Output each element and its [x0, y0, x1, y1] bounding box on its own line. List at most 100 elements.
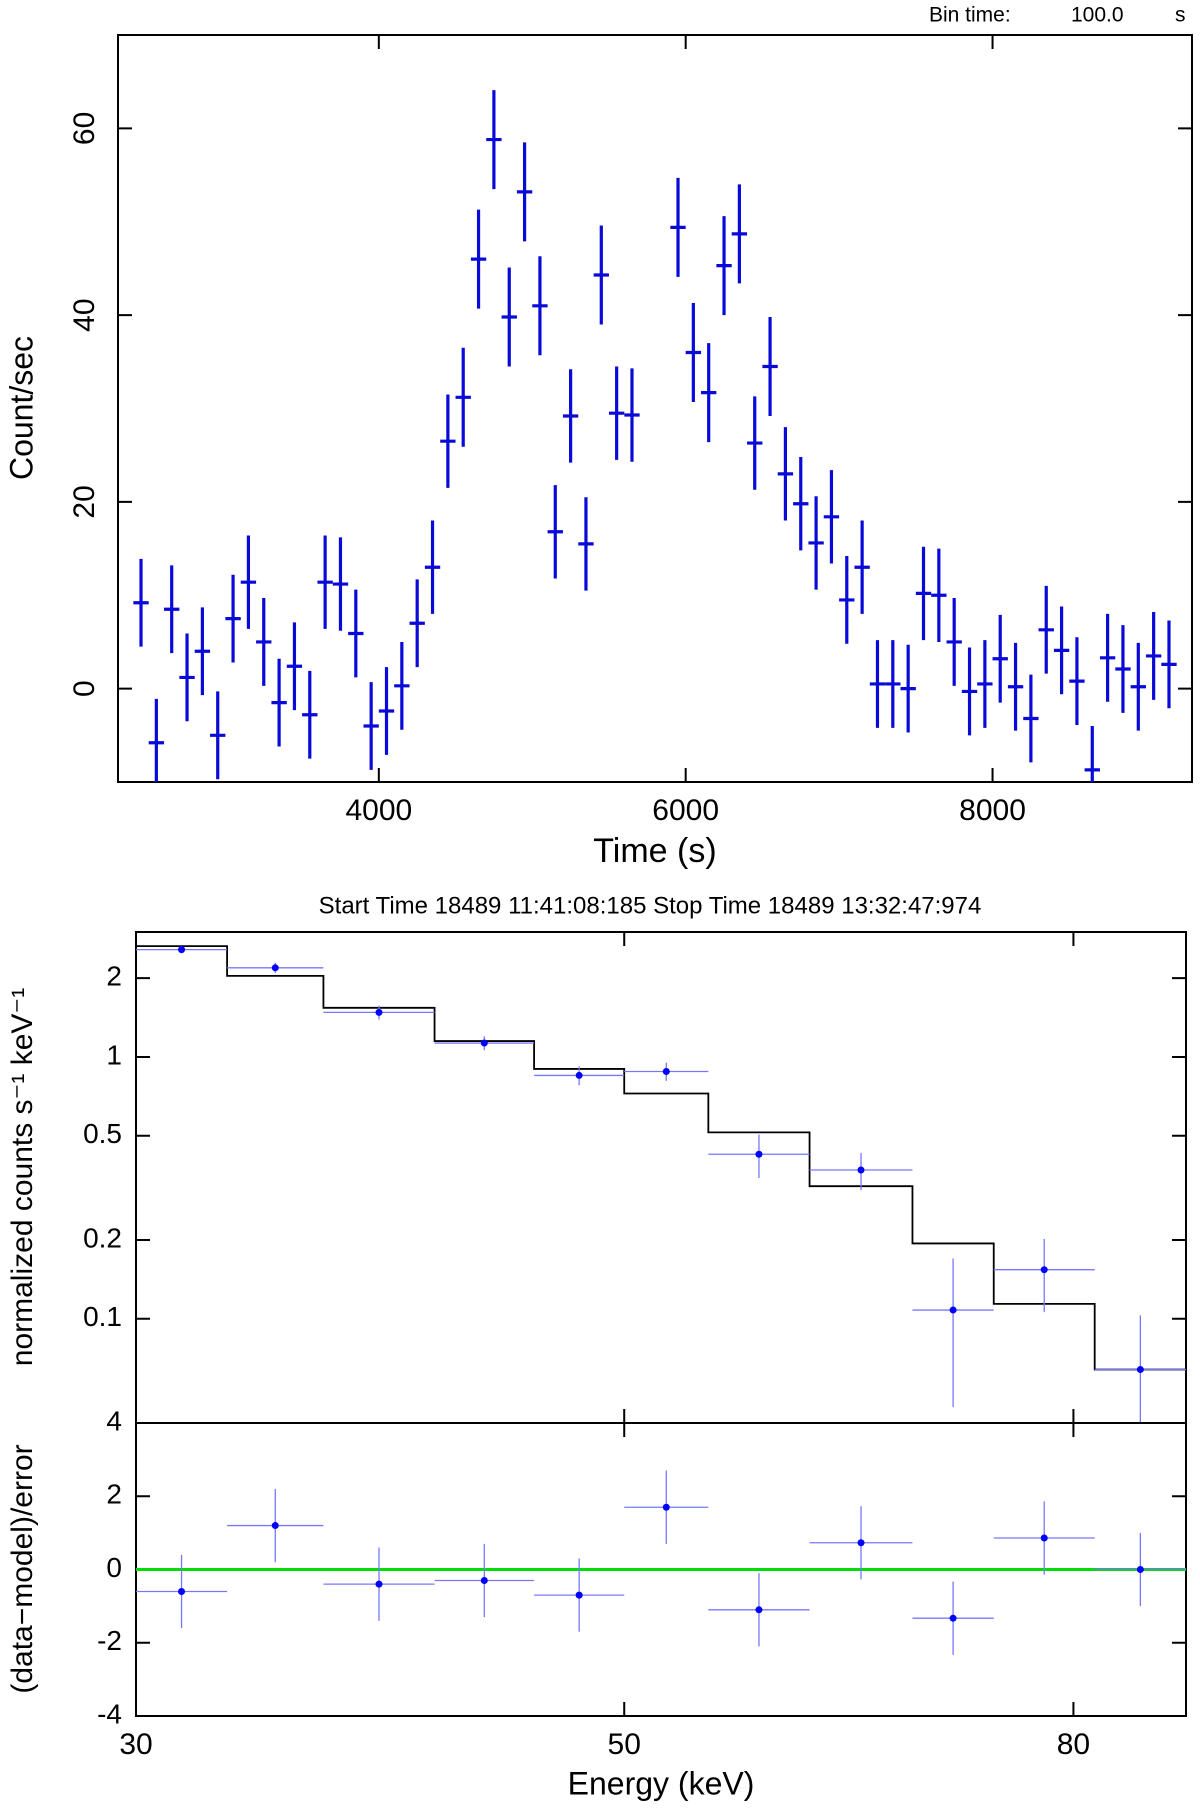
- data-point: [949, 1614, 957, 1622]
- subtitle: Start Time 18489 11:41:08:185 Stop Time …: [319, 892, 982, 919]
- data-point: [1040, 1266, 1048, 1274]
- error-point: [532, 256, 548, 356]
- error-point: [225, 574, 241, 663]
- error-point: [363, 682, 379, 770]
- x-tick-label: 30: [119, 1728, 152, 1761]
- error-point: [777, 427, 794, 521]
- error-point: [547, 485, 563, 579]
- error-point: [961, 647, 978, 736]
- error-point: [256, 598, 272, 686]
- error-point: [1038, 585, 1054, 674]
- error-point: [148, 698, 165, 782]
- plot-frame: [117, 34, 1193, 783]
- y-tick-label: 4: [106, 1405, 122, 1436]
- error-point: [1084, 725, 1100, 782]
- x-tick-label: 80: [1057, 1728, 1090, 1761]
- bin-time-label: Bin time:: [929, 4, 1011, 27]
- data-point: [949, 1306, 957, 1314]
- error-point: [133, 558, 149, 647]
- model-step: [136, 945, 1186, 1371]
- error-point: [332, 537, 349, 631]
- error-point: [593, 225, 609, 325]
- x-tick-label: 50: [608, 1728, 641, 1761]
- error-point: [793, 457, 809, 551]
- error-point: [701, 343, 717, 443]
- error-point: [731, 184, 748, 284]
- error-point: [977, 640, 993, 728]
- data-point: [575, 1591, 583, 1599]
- data-point: [857, 1539, 865, 1547]
- error-point: [440, 394, 456, 488]
- error-point: [1130, 642, 1146, 731]
- error-point: [578, 497, 594, 591]
- y-tick-label: -2: [97, 1625, 122, 1656]
- error-point: [1161, 620, 1177, 709]
- error-point: [624, 368, 640, 462]
- error-point: [455, 347, 471, 447]
- error-point: [931, 548, 947, 642]
- error-point: [194, 607, 211, 696]
- error-point: [348, 589, 364, 678]
- error-point: [808, 496, 824, 590]
- error-point: [670, 177, 686, 277]
- error-point: [900, 644, 916, 733]
- error-bar: [1094, 1315, 1186, 1423]
- data-point: [662, 1067, 670, 1075]
- error-point: [501, 267, 517, 367]
- x-axis-label: Energy (keV): [568, 1765, 755, 1801]
- error-point: [240, 535, 257, 629]
- error-point: [1023, 674, 1039, 763]
- data-point: [755, 1150, 763, 1158]
- data-point: [755, 1606, 763, 1614]
- data-point: [271, 1522, 279, 1530]
- plot-area: [136, 1470, 1186, 1655]
- error-point: [317, 535, 333, 629]
- error-point: [210, 691, 226, 780]
- error-point: [516, 142, 533, 242]
- data-point: [662, 1503, 670, 1511]
- error-bar: [912, 1258, 994, 1408]
- x-axis-label: Time (s): [593, 832, 716, 870]
- error-point: [716, 216, 732, 316]
- error-point: [839, 556, 855, 644]
- error-point: [302, 670, 318, 759]
- error-point: [486, 90, 502, 190]
- error-point: [562, 369, 579, 463]
- y-tick-label: 0.1: [83, 1301, 122, 1332]
- data-point: [480, 1039, 488, 1047]
- plot-area: [133, 90, 1177, 782]
- error-point: [1099, 613, 1116, 702]
- error-point: [869, 640, 886, 728]
- data-point: [1136, 1566, 1144, 1573]
- error-point: [915, 546, 932, 641]
- error-point: [409, 579, 425, 668]
- error-point: [823, 470, 840, 564]
- error-point: [1115, 625, 1131, 713]
- error-point: [179, 633, 195, 722]
- data-point: [857, 1166, 865, 1174]
- error-point: [164, 565, 180, 654]
- data-point: [1040, 1534, 1048, 1542]
- y-tick-label: 20: [68, 485, 101, 518]
- data-point: [480, 1576, 488, 1584]
- x-tick-label: 6000: [652, 794, 719, 827]
- data-point: [271, 964, 279, 972]
- error-point: [854, 520, 870, 614]
- error-point: [378, 667, 395, 755]
- y-tick-label: 0.2: [83, 1222, 122, 1253]
- data-point: [178, 1587, 186, 1595]
- error-point: [685, 302, 702, 402]
- error-point: [1007, 642, 1024, 731]
- y-tick-label: 60: [68, 112, 101, 145]
- y-axis-label: Count/sec: [3, 336, 39, 480]
- x-tick-label: 8000: [959, 794, 1026, 827]
- error-point: [424, 520, 441, 614]
- error-point: [1069, 637, 1085, 726]
- error-point: [1145, 612, 1162, 700]
- error-point: [394, 641, 410, 730]
- y-tick-label: 1: [106, 1039, 122, 1070]
- y-tick-label: -4: [97, 1698, 122, 1729]
- data-point: [575, 1071, 583, 1079]
- y-tick-label: 0: [68, 680, 101, 697]
